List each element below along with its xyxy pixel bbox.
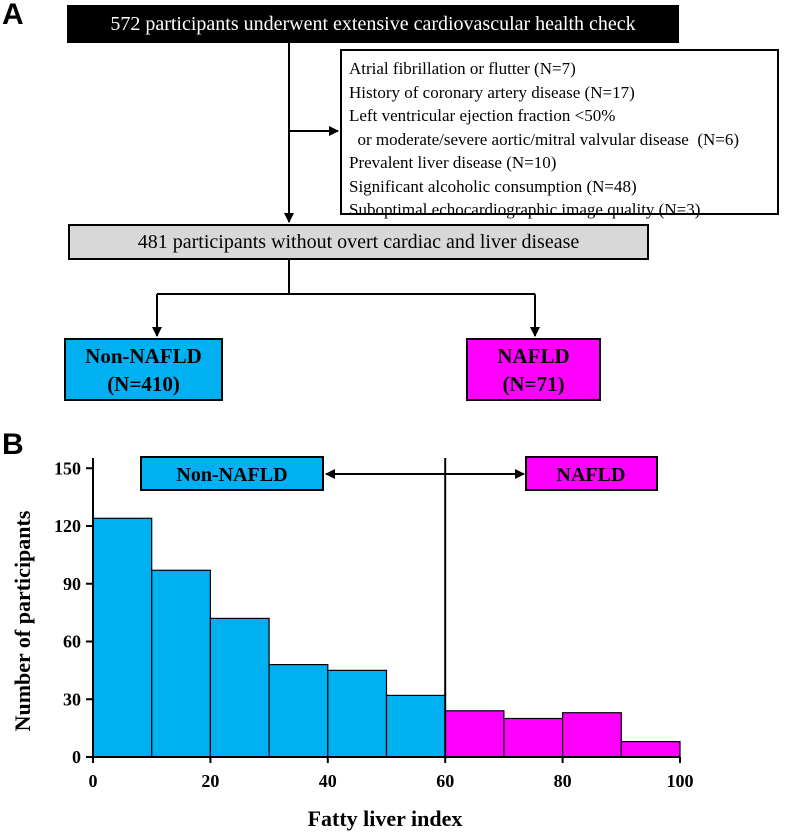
y-tick-label: 90 xyxy=(63,574,81,594)
y-tick-label: 120 xyxy=(54,516,81,536)
histogram-bar xyxy=(620,740,681,758)
non-nafld-group-name: Non-NAFLD xyxy=(85,343,202,368)
x-axis-title: Fatty liver index xyxy=(308,806,463,831)
x-tick-label: 0 xyxy=(89,771,98,791)
histogram-bar xyxy=(385,694,446,758)
nafld-group-name: NAFLD xyxy=(497,343,570,368)
x-tick-label: 40 xyxy=(319,771,337,791)
histogram-bar xyxy=(92,517,153,758)
exclusion-item: Atrial fibrillation or flutter (N=7) xyxy=(349,59,576,78)
panel-a-label: A xyxy=(2,0,24,31)
x-tick-label: 80 xyxy=(554,771,572,791)
y-tick-label: 150 xyxy=(54,458,81,478)
x-tick-label: 60 xyxy=(436,771,454,791)
exclusion-item: Left ventricular ejection fraction <50% xyxy=(349,106,616,125)
exclusion-item: Suboptimal echocardiographic image quali… xyxy=(349,200,701,219)
non-nafld-group-count: (N=410) xyxy=(107,371,180,396)
exclusion-item: Significant alcoholic consumption (N=48) xyxy=(349,176,637,196)
enrollment-box: 572 participants underwent extensive car… xyxy=(67,5,679,43)
legend-non-nafld-label: Non-NAFLD xyxy=(176,464,287,486)
histogram-bar xyxy=(327,669,388,758)
nafld-group-box: NAFLD (N=71) xyxy=(466,338,601,401)
legend-non-nafld-box xyxy=(140,456,324,491)
legend-nafld-box xyxy=(525,456,658,491)
legend-nafld-label: NAFLD xyxy=(557,464,626,486)
exclusion-box: Atrial fibrillation or flutter (N=7) His… xyxy=(340,49,779,219)
histogram-bar xyxy=(209,617,270,758)
histogram-bar xyxy=(151,569,211,758)
nafld-group-count: (N=71) xyxy=(502,371,565,396)
y-tick-label: 0 xyxy=(72,747,81,767)
histogram-bar xyxy=(268,663,329,758)
panel-b-label: B xyxy=(2,428,24,461)
y-axis-title: Number of participants xyxy=(10,510,35,731)
y-tick-label: 30 xyxy=(63,689,81,709)
histogram-bar xyxy=(561,712,622,758)
histogram-bar xyxy=(503,717,564,758)
exclusion-item: or moderate/severe aortic/mitral valvula… xyxy=(349,129,740,149)
histogram-bar xyxy=(444,710,505,758)
exclusion-item: History of coronary artery disease (N=17… xyxy=(349,82,635,102)
x-tick-label: 20 xyxy=(201,771,219,791)
eligible-box: 481 participants without overt cardiac a… xyxy=(68,224,649,260)
x-tick-label: 100 xyxy=(667,771,694,791)
non-nafld-group-box: Non-NAFLD (N=410) xyxy=(64,338,223,401)
y-tick-label: 60 xyxy=(63,632,81,652)
exclusion-item: Prevalent liver disease (N=10) xyxy=(349,153,557,172)
